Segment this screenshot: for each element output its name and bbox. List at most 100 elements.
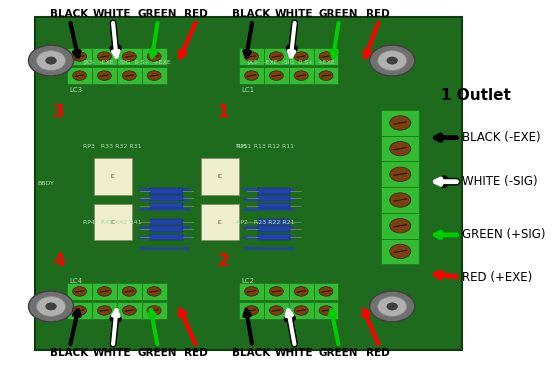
Text: IC: IC [218,174,223,179]
Circle shape [147,306,161,315]
Text: RED: RED [366,9,390,19]
Bar [289,283,314,300]
Text: BLACK: BLACK [232,9,270,19]
Bar [92,283,117,300]
Bar [264,67,289,84]
Bar [239,283,264,300]
Circle shape [46,303,57,310]
Circle shape [97,71,111,80]
Bar [142,283,166,300]
Text: 2: 2 [217,251,229,270]
Circle shape [122,71,136,80]
Text: WHITE: WHITE [274,9,313,19]
Text: JX3-  -EXE  -SIG  0 S+  +EXE: JX3- -EXE -SIG 0 S+ +EXE [247,60,335,65]
Bar [142,67,166,84]
Circle shape [269,306,283,315]
Circle shape [73,71,87,80]
Bar [94,158,132,195]
Bar [264,48,289,65]
Bar [381,136,419,161]
Text: RP4   R43 R42 R41: RP4 R43 R42 R41 [83,219,142,225]
Bar [258,219,290,225]
Circle shape [147,287,161,296]
Circle shape [319,71,333,80]
Circle shape [122,306,136,315]
Bar [289,48,314,65]
Circle shape [147,71,161,80]
Text: IC: IC [110,174,115,179]
Bar [314,48,338,65]
Bar [381,110,419,136]
Bar [67,302,92,319]
Bar [117,67,142,84]
Circle shape [36,51,66,70]
Circle shape [29,45,73,76]
Bar [142,302,166,319]
Circle shape [73,306,87,315]
Text: BLACK: BLACK [232,348,270,358]
Text: LC1: LC1 [242,87,255,93]
Bar [67,67,92,84]
Circle shape [269,71,283,80]
Bar [142,48,166,65]
Circle shape [294,306,308,315]
Bar [289,302,314,319]
Text: TU51: TU51 [236,144,253,149]
Bar [94,204,132,240]
Text: 4: 4 [53,251,65,270]
Bar [258,234,290,240]
Text: BLACK: BLACK [50,9,88,19]
Circle shape [390,167,411,182]
Circle shape [370,45,415,76]
Circle shape [97,52,111,61]
Text: RED (+EXE): RED (+EXE) [462,270,533,284]
Bar [239,67,264,84]
Circle shape [294,287,308,296]
Text: BLACK: BLACK [50,348,88,358]
Circle shape [294,71,308,80]
Text: LC2: LC2 [242,278,255,284]
Bar [117,283,142,300]
Text: RP3   R33 R32 R31: RP3 R33 R32 R31 [83,144,142,149]
Text: RED: RED [366,348,390,358]
Circle shape [390,141,411,156]
Bar [67,283,92,300]
Text: IC: IC [110,219,115,225]
Bar [92,302,117,319]
Circle shape [245,287,259,296]
Bar [151,226,183,232]
Bar [117,302,142,319]
Text: LC3: LC3 [70,87,83,93]
Circle shape [377,51,407,70]
Text: JX3-  -EXE  -SIG  0 S+  +EXE: JX3- -EXE -SIG 0 S+ +EXE [83,60,171,65]
Bar [289,67,314,84]
Text: GREEN: GREEN [137,348,176,358]
Circle shape [29,291,73,322]
Circle shape [245,306,259,315]
Text: GREEN: GREEN [318,9,358,19]
Circle shape [319,52,333,61]
Circle shape [269,287,283,296]
Bar [92,48,117,65]
Circle shape [36,297,66,316]
Circle shape [390,244,411,259]
Bar [239,48,264,65]
Bar [258,195,290,201]
Bar [202,158,239,195]
Text: RED: RED [184,348,208,358]
Bar [314,302,338,319]
Bar [151,188,183,194]
Text: WHITE: WHITE [274,348,313,358]
Bar [314,283,338,300]
Bar [151,203,183,208]
Bar [314,67,338,84]
Text: LC4: LC4 [70,278,83,284]
Bar [35,17,462,350]
Bar [264,302,289,319]
Circle shape [73,287,87,296]
Bar [381,213,419,239]
Bar [258,226,290,232]
Circle shape [46,57,57,64]
Circle shape [122,52,136,61]
Circle shape [377,297,407,316]
